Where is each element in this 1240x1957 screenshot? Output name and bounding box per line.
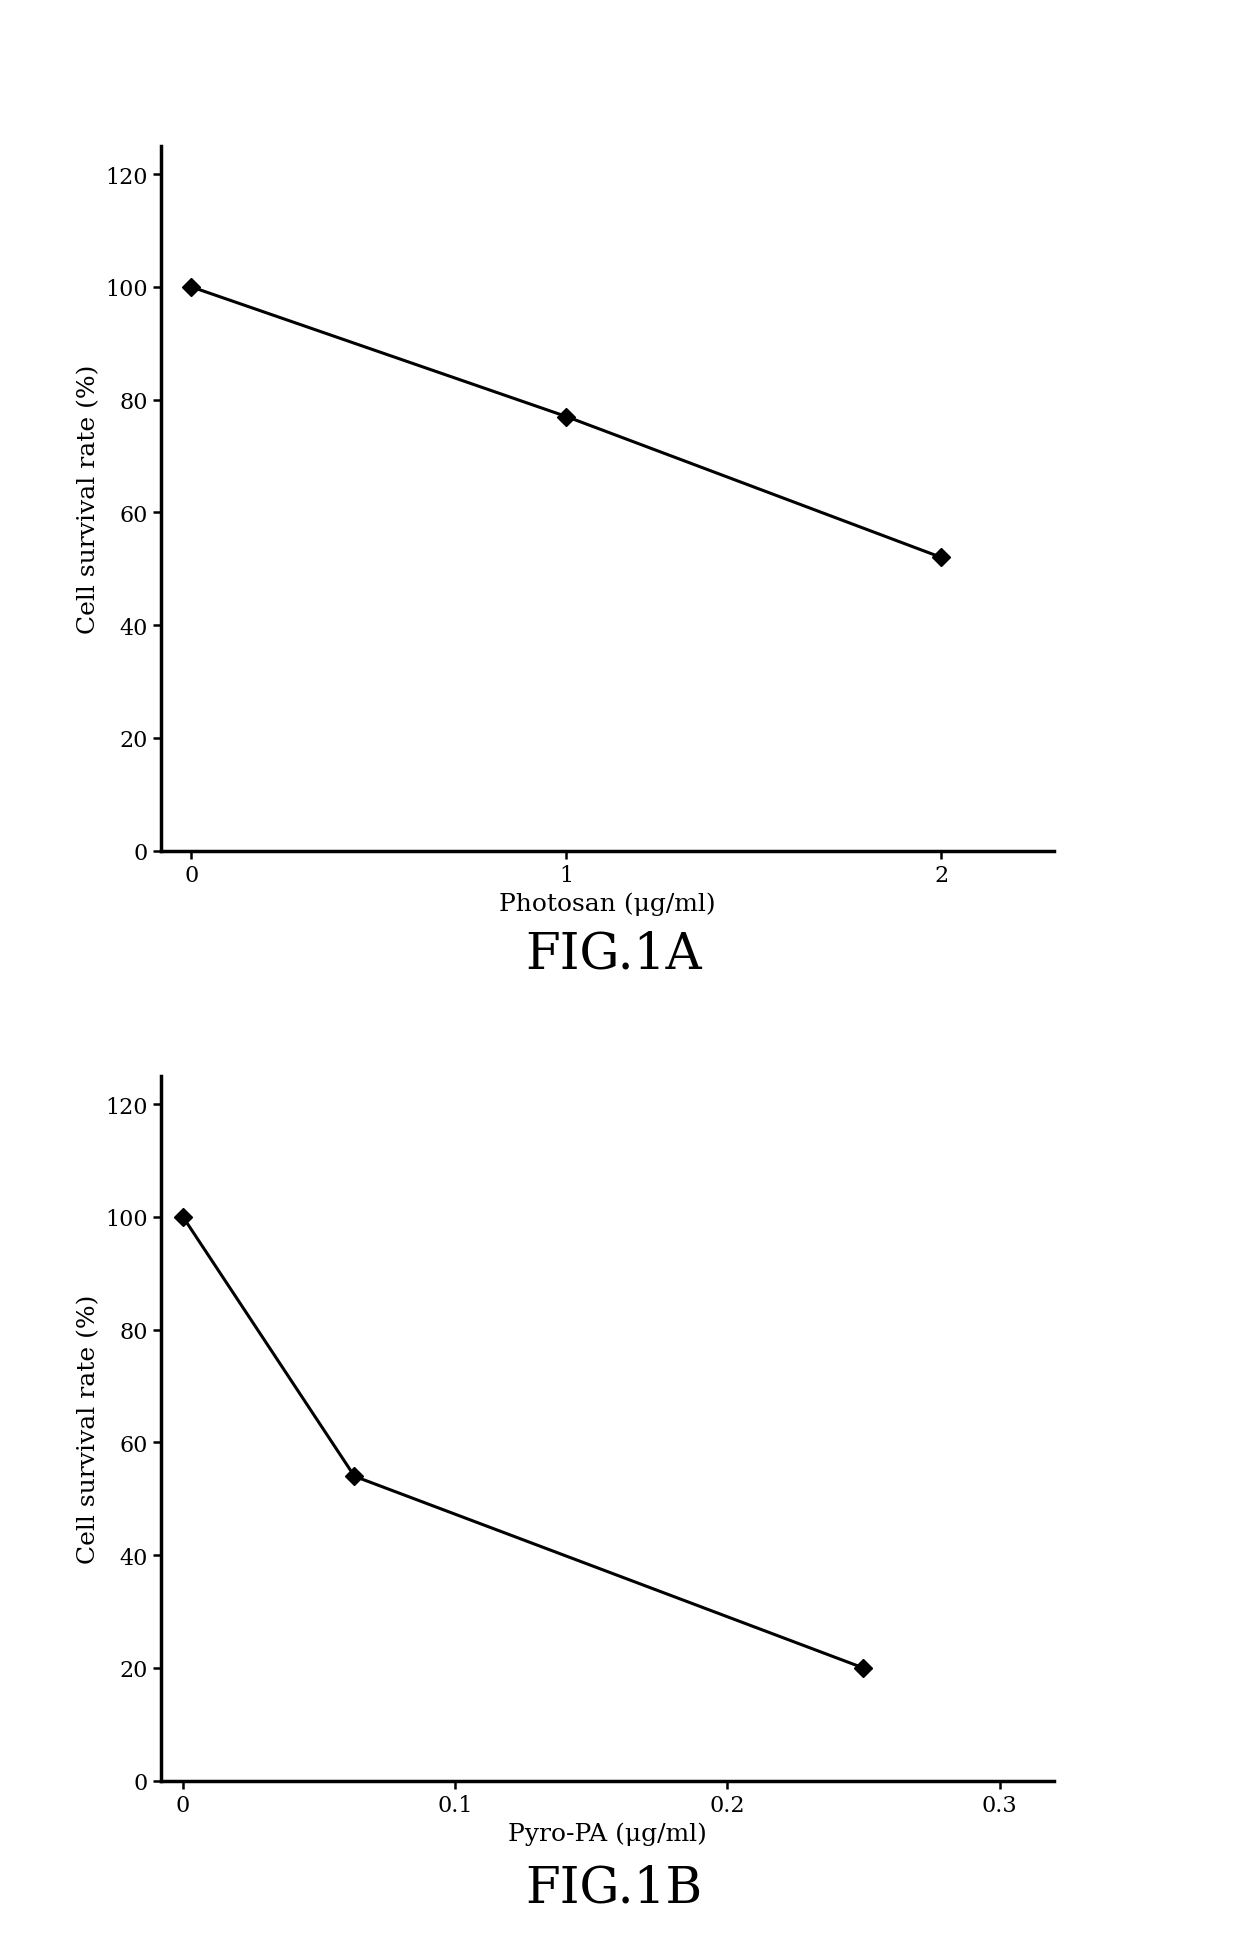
Y-axis label: Cell survival rate (%): Cell survival rate (%) [77,364,100,634]
X-axis label: Photosan (μg/ml): Photosan (μg/ml) [500,892,715,916]
Text: FIG.1A: FIG.1A [526,930,702,978]
Text: FIG.1B: FIG.1B [526,1863,702,1912]
Y-axis label: Cell survival rate (%): Cell survival rate (%) [77,1294,100,1564]
X-axis label: Pyro-PA (μg/ml): Pyro-PA (μg/ml) [508,1822,707,1845]
